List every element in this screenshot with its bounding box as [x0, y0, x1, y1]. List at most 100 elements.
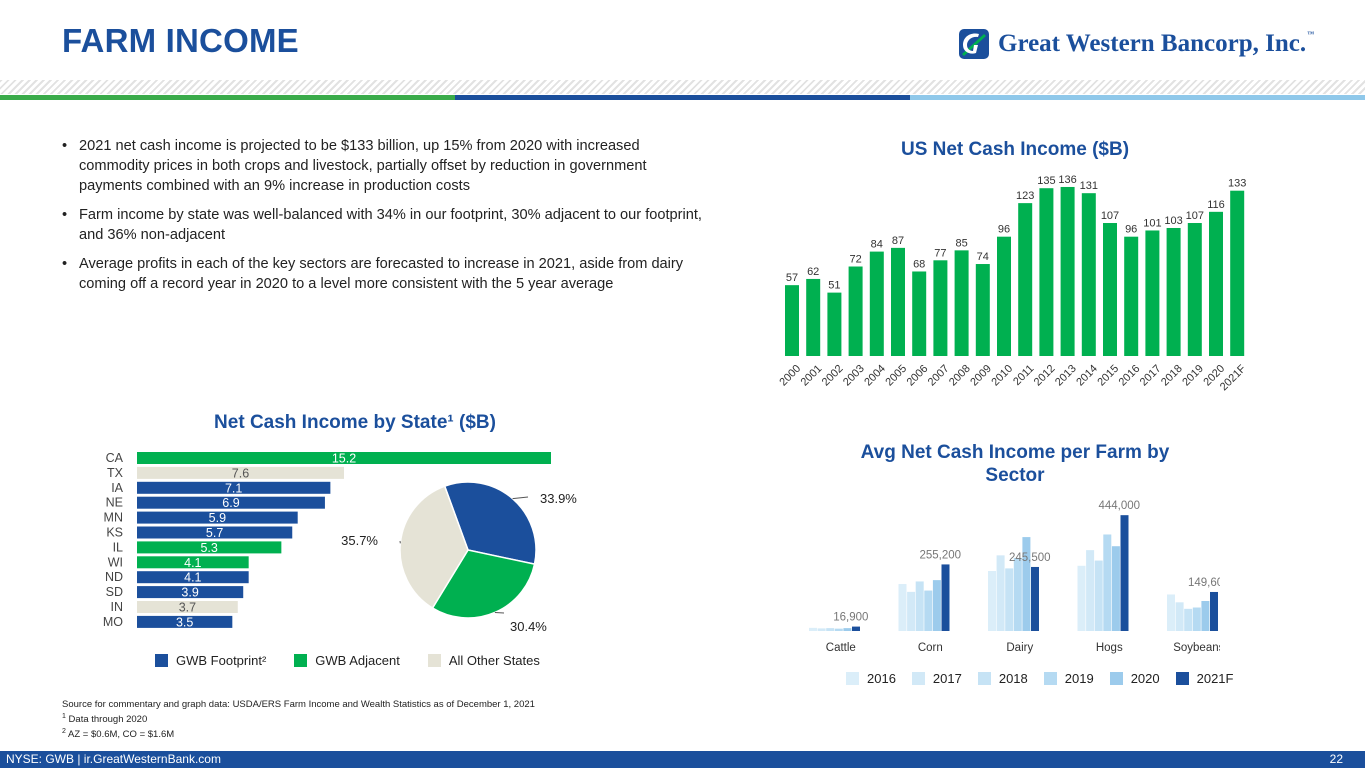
- legend-swatch: [1175, 672, 1189, 685]
- us-income-year-label: 2001: [799, 363, 825, 389]
- sector-bar: [1022, 537, 1031, 631]
- us-income-year-label: 2017: [1138, 363, 1164, 389]
- sector-bar: [1086, 550, 1095, 631]
- us-income-value-label: 116: [1207, 199, 1225, 211]
- sector-bar: [1077, 565, 1086, 631]
- pie-leader-line: [494, 611, 505, 614]
- state-bar: [137, 541, 282, 554]
- state-bar: [137, 586, 244, 599]
- us-income-bar: [1039, 188, 1054, 356]
- pie-slice: [443, 481, 537, 566]
- state-income-chart: CA 15.2 TX 7.6 IA 7.1 NE 6.9 MN 5.9 KS 5.7 IL 5.3 WI 4.…: [103, 451, 577, 634]
- state-label: SD: [106, 585, 123, 599]
- sector-bar: [932, 580, 941, 631]
- legend-label: GWB Footprint²: [176, 653, 267, 668]
- us-income-bar: [785, 285, 799, 356]
- page-number: 22: [1329, 752, 1343, 766]
- us-income-value-label: 131: [1080, 180, 1098, 192]
- sector-bar: [1210, 591, 1218, 631]
- legend-label: 2017: [932, 671, 962, 686]
- us-income-year-label: 2010: [989, 363, 1015, 389]
- us-income-bar: [1230, 190, 1245, 356]
- us-income-value-label: 133: [1228, 178, 1246, 190]
- us-income-value-label: 57: [786, 272, 798, 284]
- sector-bar: [834, 628, 843, 631]
- sector-bar: [1005, 568, 1014, 631]
- sector-bar: [1167, 594, 1175, 631]
- stripe-light-blue: [910, 95, 1365, 100]
- sector-bar: [988, 571, 996, 631]
- us-income-bar: [1081, 193, 1096, 356]
- us-income-value-label: 107: [1101, 210, 1119, 222]
- state-value-label: 5.3: [200, 541, 217, 555]
- legend-swatch: [977, 672, 991, 685]
- pie-slice: [399, 485, 469, 610]
- source-notes: Source for commentary and graph data: US…: [62, 699, 535, 741]
- us-income-value-label: 123: [1016, 190, 1034, 202]
- state-value-label: 7.1: [225, 481, 242, 495]
- state-income-title: Net Cash Income by State¹ ($B): [214, 412, 496, 433]
- us-income-year-label: 2006: [905, 363, 931, 389]
- us-income-value-label: 135: [1037, 175, 1055, 187]
- us-income-value-label: 96: [998, 224, 1010, 236]
- state-value-label: 3.7: [179, 601, 196, 615]
- us-income-year-label: 2019: [1180, 363, 1206, 389]
- us-income-year-label: 2015: [1095, 363, 1121, 389]
- state-value-label: 15.2: [332, 452, 356, 466]
- us-income-bar: [912, 271, 927, 356]
- sector-bar: [1031, 566, 1039, 631]
- us-income-bar: [891, 247, 905, 356]
- sector-bar: [1111, 546, 1120, 631]
- us-income-bar: [1124, 236, 1139, 356]
- legend-item-2016: 2016: [846, 671, 896, 686]
- state-legend: GWB Footprint² GWB Adjacent All Other St…: [155, 653, 540, 668]
- pie-leader-line: [512, 496, 529, 500]
- sector-income-title: Avg Net Cash Income per Farm by Sector: [860, 442, 1170, 486]
- sector-income-chart: 16,900 Cattle 255,200 Corn 245,500 Dairy 444,0…: [809, 500, 1220, 654]
- state-bar: [137, 601, 238, 613]
- state-bar: [137, 481, 331, 494]
- state-label: MO: [103, 615, 123, 629]
- state-label: IL: [113, 540, 123, 554]
- us-income-bar: [1018, 203, 1033, 356]
- sector-bar: [1103, 534, 1112, 631]
- header-color-stripes: [0, 95, 1365, 100]
- us-income-value-label: 85: [955, 237, 967, 249]
- sector-value-label: 16,900: [833, 612, 868, 624]
- pie-value-label: 30.4%: [510, 619, 547, 634]
- sector-bar: [817, 628, 826, 631]
- us-income-value-label: 51: [828, 280, 840, 292]
- us-income-year-label: 2011: [1011, 363, 1036, 388]
- state-label: IN: [111, 600, 124, 614]
- sector-category-label: Dairy: [1006, 642, 1033, 654]
- sector-category-label: Corn: [918, 642, 943, 654]
- state-bar: [137, 526, 293, 539]
- us-income-bar: [1103, 223, 1117, 356]
- sector-bar: [996, 555, 1005, 631]
- sector-bar: [826, 628, 835, 631]
- header-hatch-band: [0, 80, 1365, 94]
- us-income-year-label: 2014: [1074, 363, 1100, 389]
- legend-swatch: [294, 654, 308, 667]
- us-income-value-label: 103: [1164, 215, 1182, 227]
- legend-label: GWB Adjacent: [315, 653, 400, 668]
- sector-bar: [809, 627, 817, 631]
- bank-emblem-icon: [959, 29, 989, 59]
- us-income-value-label: 77: [934, 247, 946, 259]
- state-label: ND: [105, 570, 123, 584]
- state-bar: [137, 466, 344, 479]
- us-income-value-label: 68: [913, 258, 925, 270]
- sector-bar: [1192, 607, 1201, 631]
- state-label: TX: [107, 466, 124, 480]
- bullet-item: Farm income by state was well-balanced w…: [62, 205, 712, 245]
- legend-swatch: [155, 654, 168, 667]
- company-logo: Great Western Bancorp, Inc.™: [958, 24, 1314, 64]
- sector-bar: [1013, 557, 1022, 631]
- us-income-year-label: 2004: [862, 363, 888, 389]
- sector-value-label: 149,600: [1188, 577, 1220, 589]
- state-value-label: 6.9: [222, 496, 239, 510]
- stripe-green: [0, 95, 455, 100]
- footer-ticker-link[interactable]: NYSE: GWB | ir.GreatWesternBank.com: [6, 752, 221, 766]
- state-bar: [137, 556, 249, 569]
- us-net-cash-income-chart: 57 2000 62 2001 51 2002 72 2003 84 2004 87 2005 68 20…: [777, 174, 1248, 393]
